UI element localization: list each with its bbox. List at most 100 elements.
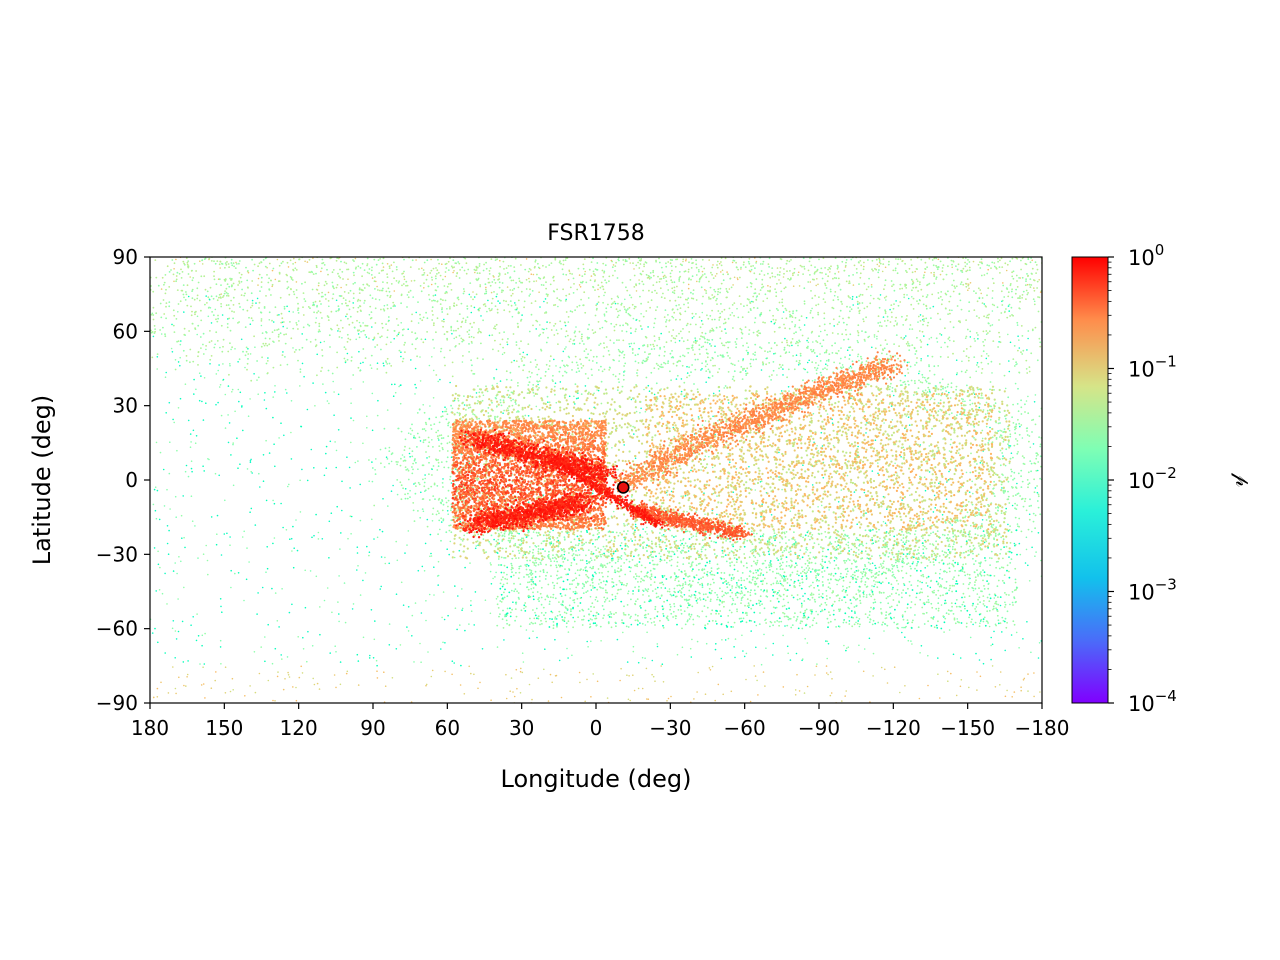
scatter-point	[309, 271, 312, 274]
scatter-point	[756, 334, 759, 336]
scatter-point	[813, 272, 816, 275]
scatter-point	[242, 429, 244, 432]
scatter-point	[1025, 298, 1027, 300]
scatter-point	[158, 589, 161, 591]
scatter-point	[540, 586, 543, 589]
scatter-point	[432, 397, 435, 399]
scatter-point	[655, 281, 658, 284]
scatter-point	[999, 604, 1002, 607]
scatter-point	[687, 268, 690, 271]
scatter-point	[686, 376, 688, 379]
scatter-point	[901, 626, 903, 629]
scatter-point	[773, 322, 776, 325]
scatter-point	[686, 372, 689, 374]
scatter-point	[983, 315, 985, 318]
scatter-point	[229, 342, 231, 345]
scatter-point	[612, 373, 615, 376]
scatter-point	[262, 342, 265, 345]
scatter-point	[768, 266, 770, 268]
scatter-point	[400, 355, 402, 358]
scatter-point	[250, 292, 253, 295]
scatter-point	[745, 652, 748, 655]
scatter-point	[687, 306, 690, 309]
scatter-point	[470, 610, 473, 612]
scatter-point	[370, 354, 373, 357]
scatter-point	[584, 270, 586, 273]
scatter-point	[501, 289, 503, 292]
scatter-point	[494, 305, 497, 307]
scatter-point	[306, 408, 309, 411]
scatter-point	[896, 566, 899, 569]
scatter-point	[592, 673, 594, 675]
scatter-point	[927, 654, 929, 657]
scatter-point	[731, 312, 733, 314]
scatter-point	[568, 270, 571, 273]
scatter-point	[949, 443, 952, 446]
scatter-point	[816, 663, 818, 665]
scatter-point	[376, 536, 379, 539]
scatter-point	[752, 604, 754, 607]
scatter-point	[296, 296, 298, 299]
scatter-point	[515, 360, 518, 362]
scatter-point	[935, 264, 937, 267]
scatter-point	[235, 263, 238, 265]
scatter-point	[152, 290, 155, 293]
scatter-point	[876, 502, 878, 504]
scatter-point	[447, 614, 449, 617]
scatter-point	[443, 320, 445, 323]
scatter-point	[542, 277, 545, 279]
scatter-point	[1000, 312, 1003, 314]
scatter-point	[346, 352, 349, 355]
scatter-point	[237, 388, 240, 391]
scatter-point	[713, 288, 716, 291]
scatter-point	[672, 329, 675, 331]
scatter-point	[434, 282, 437, 285]
scatter-point	[725, 624, 728, 627]
scatter-point	[912, 308, 915, 310]
scatter-point	[756, 330, 759, 333]
scatter-point	[272, 366, 275, 369]
scatter-point	[518, 277, 520, 280]
scatter-point	[234, 348, 236, 350]
scatter-point	[689, 615, 692, 618]
scatter-point	[922, 518, 924, 520]
scatter-point	[287, 266, 290, 268]
scatter-point	[219, 260, 222, 263]
scatter-point	[687, 550, 690, 552]
scatter-point	[220, 284, 222, 286]
scatter-point	[162, 326, 164, 329]
scatter-point	[490, 302, 493, 305]
scatter-point	[994, 686, 997, 688]
scatter-point	[662, 292, 664, 295]
scatter-point	[1021, 297, 1023, 299]
scatter-point	[887, 263, 890, 266]
scatter-point	[635, 284, 638, 287]
scatter-point	[913, 347, 916, 350]
scatter-point	[619, 351, 622, 353]
scatter-point	[219, 598, 222, 600]
scatter-point	[907, 639, 910, 642]
scatter-point	[732, 259, 735, 262]
scatter-point	[818, 296, 820, 298]
scatter-point	[1028, 370, 1031, 373]
scatter-point	[690, 278, 692, 281]
scatter-point	[1012, 358, 1015, 360]
scatter-point	[422, 269, 425, 271]
scatter-point	[190, 441, 192, 443]
scatter-point	[251, 319, 254, 322]
scatter-point	[581, 281, 583, 284]
scatter-point	[786, 376, 788, 379]
scatter-point	[988, 313, 990, 316]
scatter-point	[157, 641, 159, 644]
scatter-point	[414, 393, 416, 395]
scatter-point	[154, 330, 157, 333]
scatter-point	[567, 657, 569, 659]
scatter-point	[918, 330, 921, 332]
scatter-point	[320, 270, 322, 273]
scatter-point	[340, 260, 342, 263]
scatter-point	[312, 273, 315, 275]
scatter-point	[290, 337, 293, 340]
scatter-point	[911, 271, 914, 274]
scatter-point	[276, 314, 279, 317]
scatter-point	[1011, 696, 1013, 698]
